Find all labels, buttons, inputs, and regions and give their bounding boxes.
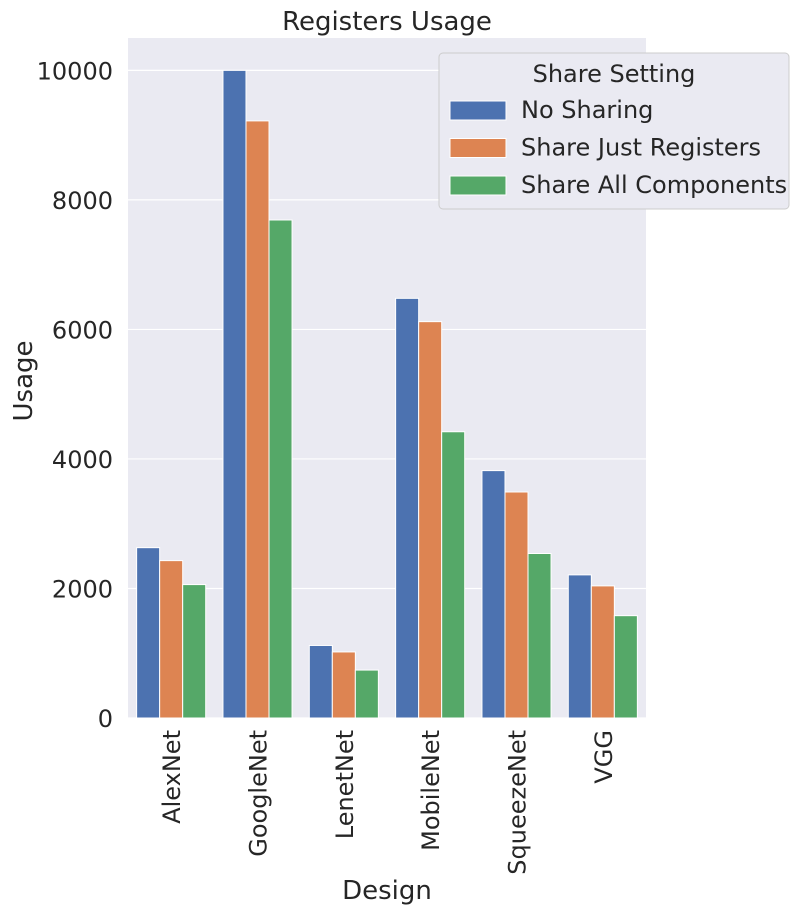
legend-swatch-2: [449, 175, 507, 196]
y-tick-label-2: 4000: [52, 446, 113, 474]
bar-mobilenet-series-0: [395, 297, 420, 719]
legend-swatch-0: [449, 100, 507, 121]
bar-googlenet-series-2: [268, 219, 293, 719]
bar-squeezenet-series-2: [527, 553, 552, 719]
x-tick-label-0: AlexNet: [158, 730, 186, 824]
chart-title: Registers Usage: [282, 7, 492, 37]
y-tick-labels: 0 2000 4000 6000 8000 10000: [37, 57, 113, 733]
x-tick-label-4: SqueezeNet: [504, 730, 532, 875]
legend-title: Share Setting: [533, 60, 696, 88]
bar-alexnet-series-1: [159, 560, 184, 719]
bars: [136, 69, 638, 719]
y-tick-label-4: 8000: [52, 187, 113, 215]
y-tick-label-3: 6000: [52, 316, 113, 344]
bar-alexnet-series-0: [136, 547, 161, 719]
bar-mobilenet-series-1: [418, 321, 443, 719]
bar-vgg-series-2: [613, 615, 638, 719]
bar-googlenet-series-0: [222, 69, 247, 719]
x-tick-label-5: VGG: [590, 730, 618, 784]
bar-vgg-series-1: [590, 585, 615, 719]
y-axis-label: Usage: [9, 340, 39, 421]
y-tick-label-5: 10000: [37, 57, 113, 85]
bar-lenetnet-series-1: [331, 651, 356, 719]
y-tick-label-1: 2000: [52, 575, 113, 603]
bar-lenetnet-series-0: [308, 644, 333, 719]
bar-squeezenet-series-1: [504, 491, 529, 719]
x-tick-label-3: MobileNet: [417, 730, 445, 851]
bar-alexnet-series-2: [182, 584, 207, 719]
x-axis-label: Design: [342, 876, 432, 906]
legend: Share Setting No Sharing Share Just Regis…: [438, 52, 790, 210]
legend-label-0: No Sharing: [521, 96, 653, 124]
legend-label-1: Share Just Registers: [521, 134, 761, 162]
bar-lenetnet-series-2: [354, 669, 379, 719]
y-tick-label-0: 0: [98, 705, 113, 733]
legend-label-2: Share All Components: [521, 171, 787, 199]
x-tick-labels: AlexNet GoogleNet LenetNet MobileNet Squeeze…: [158, 730, 618, 875]
legend-box: [438, 52, 790, 210]
bar-googlenet-series-1: [245, 120, 270, 719]
bar-squeezenet-series-0: [481, 470, 506, 719]
x-tick-label-2: LenetNet: [331, 730, 359, 839]
x-tick-label-1: GoogleNet: [245, 730, 273, 857]
legend-swatch-1: [449, 138, 507, 158]
bar-vgg-series-0: [567, 574, 592, 719]
bar-mobilenet-series-2: [441, 431, 466, 719]
legend-items: No Sharing Share Just Registers Share All …: [449, 96, 787, 199]
